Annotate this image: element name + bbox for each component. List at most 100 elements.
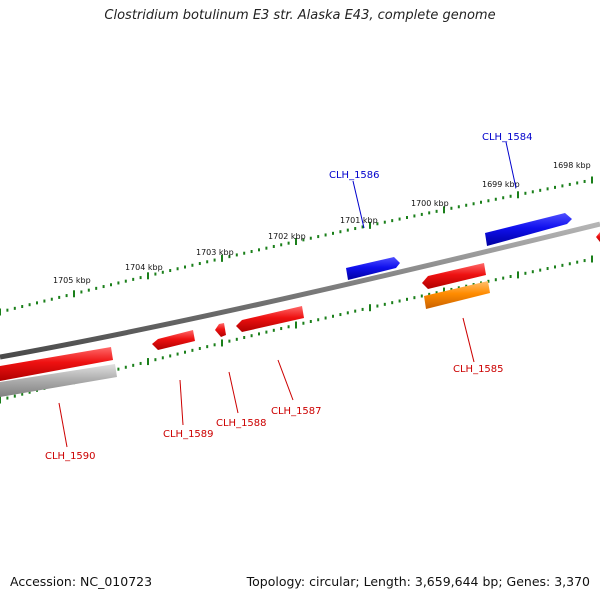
minor-tick: [161, 356, 164, 360]
minor-tick: [110, 283, 112, 287]
gene-arrow[interactable]: [215, 323, 226, 337]
minor-tick: [154, 358, 157, 362]
minor-tick: [354, 309, 357, 313]
minor-tick: [502, 196, 505, 200]
gene-label-CLH_1587[interactable]: CLH_1587: [271, 406, 322, 417]
major-tick: [517, 271, 519, 279]
minor-tick: [561, 263, 564, 267]
minor-tick: [280, 327, 283, 331]
gene-arrow-partial[interactable]: [596, 232, 600, 242]
scale-label-1701: 1701 kbp: [340, 216, 378, 225]
major-tick: [369, 304, 371, 312]
minor-tick: [376, 222, 379, 226]
gene-arrow[interactable]: [424, 281, 490, 309]
minor-tick: [539, 188, 542, 192]
minor-tick: [6, 396, 9, 400]
gene-label-CLH_1588[interactable]: CLH_1588: [216, 418, 267, 429]
minor-tick: [102, 285, 105, 289]
minor-tick: [576, 181, 579, 185]
gene-CLH_1584[interactable]: [485, 213, 572, 246]
major-tick: [221, 254, 223, 262]
minor-tick: [568, 262, 571, 266]
callout-line-CLH_1585: [462, 317, 475, 363]
minor-tick: [6, 308, 9, 312]
minor-tick: [583, 179, 586, 183]
gene-CLH_1585[interactable]: [422, 263, 490, 309]
minor-tick: [420, 294, 423, 298]
minor-tick: [287, 325, 290, 329]
minor-tick: [213, 343, 216, 347]
scale-label-1699: 1699 kbp: [482, 180, 520, 189]
minor-tick: [435, 209, 438, 213]
minor-tick: [58, 295, 61, 299]
minor-tick: [154, 272, 157, 276]
minor-tick: [502, 276, 505, 280]
gene-arrow[interactable]: [236, 306, 304, 332]
gene-CLH_1586[interactable]: [346, 257, 400, 280]
minor-tick: [339, 230, 342, 234]
gene-arrow[interactable]: [422, 263, 486, 289]
minor-tick: [206, 345, 209, 349]
scale-label-1705: 1705 kbp: [53, 276, 91, 285]
minor-tick: [28, 390, 31, 394]
minor-tick: [398, 299, 401, 303]
major-tick: [295, 238, 297, 245]
gene-arrow[interactable]: [346, 257, 400, 280]
minor-tick: [124, 365, 127, 369]
gene-CLH_1588[interactable]: [215, 323, 226, 337]
gene-label-CLH_1584[interactable]: CLH_1584: [482, 132, 533, 143]
gene-CLH_1587[interactable]: [236, 306, 304, 332]
minor-tick: [354, 227, 357, 231]
gene-CLH_1589[interactable]: [152, 330, 195, 350]
gene-label-CLH_1585[interactable]: CLH_1585: [453, 364, 504, 375]
callout-line-CLH_1590: [58, 402, 68, 448]
outer-scale-ticks: [0, 176, 593, 316]
major-tick: [0, 396, 1, 404]
scale-label-1700: 1700 kbp: [411, 199, 449, 208]
gene-arrow[interactable]: [485, 213, 572, 246]
minor-tick: [213, 258, 216, 262]
major-tick: [591, 255, 593, 263]
minor-tick: [494, 197, 497, 201]
minor-tick: [346, 228, 349, 232]
minor-tick: [250, 334, 253, 338]
minor-tick: [450, 206, 453, 210]
minor-tick: [509, 194, 512, 198]
major-tick: [369, 221, 371, 229]
minor-tick: [465, 203, 468, 207]
gene-CLH_1590[interactable]: [0, 347, 117, 397]
minor-tick: [346, 311, 349, 315]
minor-tick: [406, 297, 408, 301]
minor-tick: [272, 328, 275, 332]
minor-tick: [132, 363, 135, 367]
minor-tick: [198, 262, 201, 266]
minor-tick: [13, 306, 16, 310]
minor-tick: [457, 205, 460, 209]
minor-tick: [568, 182, 571, 186]
genome-title: Clostridium botulinum E3 str. Alaska E43…: [104, 8, 496, 23]
gene-label-CLH_1589[interactable]: CLH_1589: [163, 429, 214, 440]
minor-tick: [265, 330, 268, 334]
accession-label: Accession: NC_010723: [10, 574, 153, 589]
minor-tick: [480, 200, 482, 204]
scale-label-1703: 1703 kbp: [196, 248, 234, 257]
scale-labels: 1698 kbp 1699 kbp 1700 kbp 1701 kbp 1702…: [53, 161, 591, 285]
genome-backbone: [0, 221, 600, 360]
minor-tick: [265, 246, 268, 250]
gene-arrow[interactable]: [0, 347, 113, 381]
minor-tick: [487, 199, 490, 203]
minor-tick: [420, 212, 423, 216]
minor-tick: [21, 305, 24, 309]
minor-tick: [161, 270, 164, 274]
minor-tick: [554, 185, 556, 189]
callout-lines: [58, 141, 517, 448]
minor-tick: [398, 217, 401, 221]
gene-arrow[interactable]: [152, 330, 195, 350]
gene-label-CLH_1590[interactable]: CLH_1590: [45, 451, 96, 462]
gene-arrow[interactable]: [0, 364, 117, 397]
minor-tick: [117, 367, 120, 371]
gene-label-CLH_1586[interactable]: CLH_1586: [329, 170, 380, 181]
minor-tick: [191, 263, 194, 267]
minor-tick: [391, 219, 394, 223]
minor-tick: [124, 279, 127, 283]
